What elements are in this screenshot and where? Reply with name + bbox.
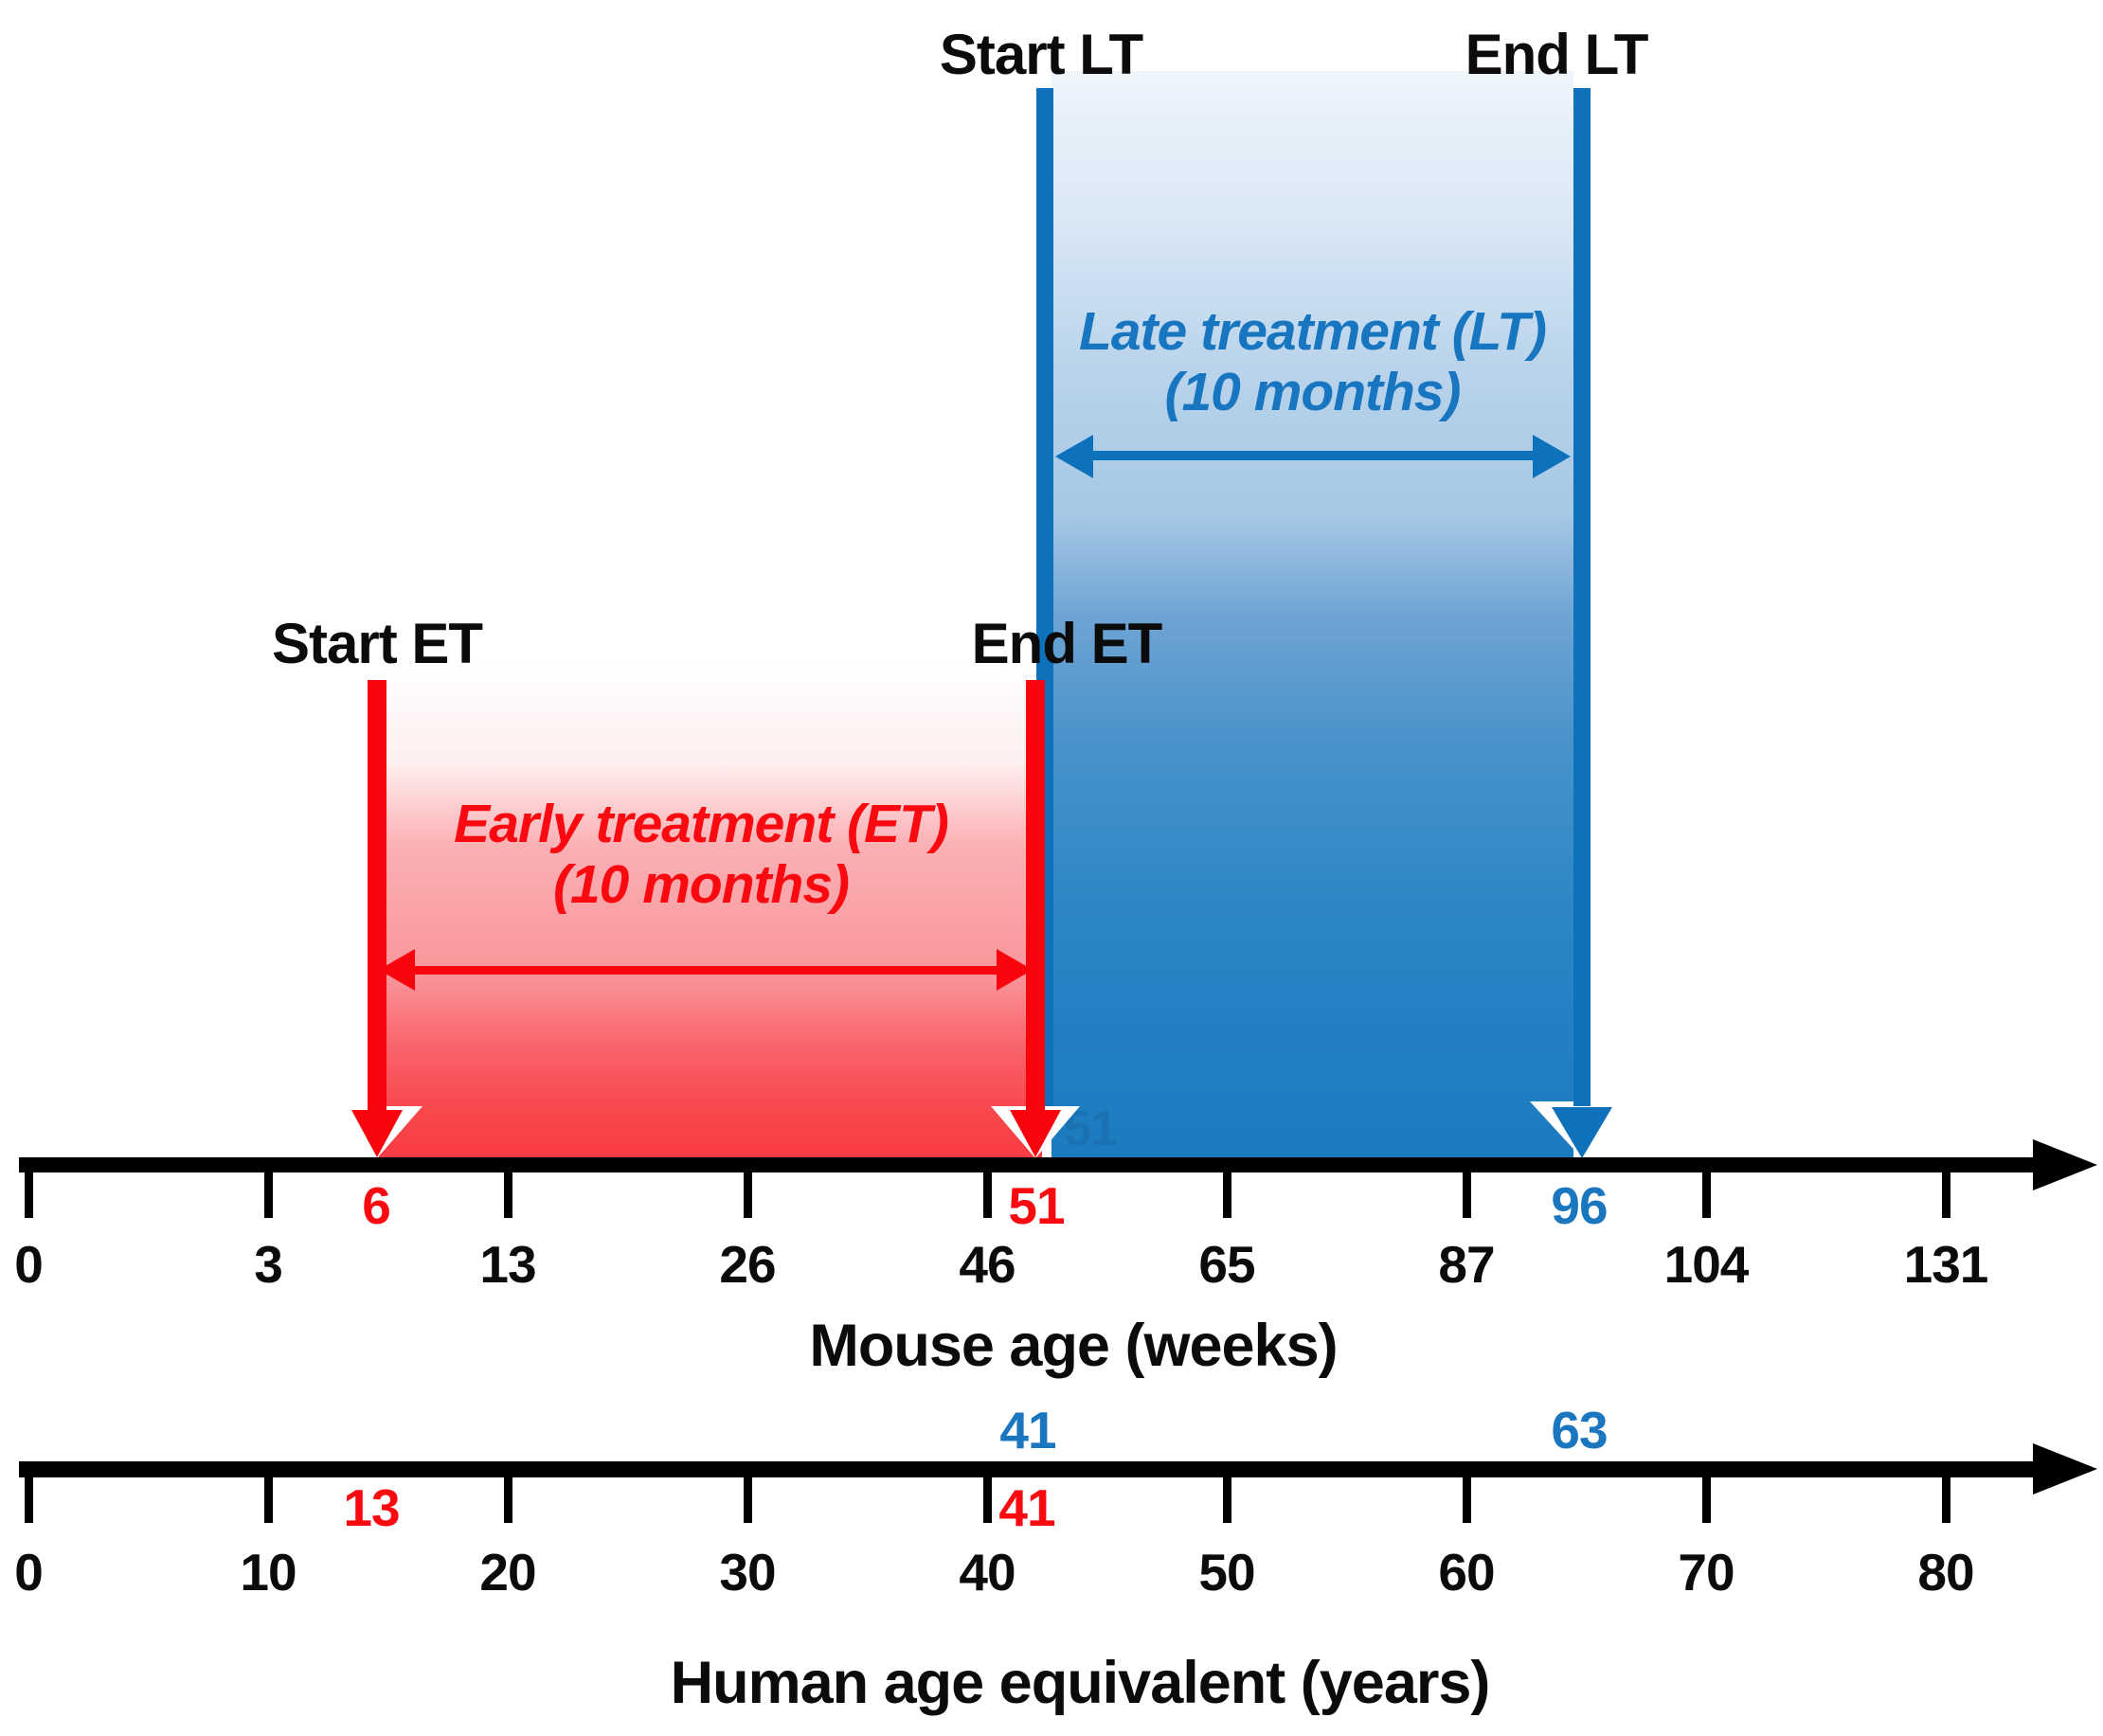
et-duration-arrow-left-icon	[379, 949, 415, 991]
human-axis-tick	[744, 1477, 752, 1523]
mouse-axis-tick	[1702, 1172, 1711, 1218]
human-axis-tick	[1223, 1477, 1231, 1523]
human-marker-start-lt: 41	[999, 1401, 1056, 1459]
end-lt-arrowhead-icon	[1552, 1107, 1612, 1158]
mouse-axis-tick	[25, 1172, 33, 1218]
human-tick-label: 70	[1678, 1543, 1735, 1602]
human-axis-tick	[25, 1477, 33, 1523]
mouse-tick-label: 65	[1198, 1235, 1255, 1294]
lt-duration-arrow-left-icon	[1055, 435, 1093, 478]
human-axis-tick	[1942, 1477, 1950, 1523]
et-region-caption: Early treatment (ET) (10 months)	[369, 794, 1033, 915]
start-et-arrowhead-icon	[351, 1110, 403, 1157]
et-duration-arrow	[388, 966, 1014, 975]
mouse-tick-label: 104	[1663, 1235, 1750, 1294]
mouse-axis-title: Mouse age (weeks)	[809, 1313, 1338, 1379]
human-axis-title: Human age equivalent (years)	[670, 1650, 1491, 1716]
mouse-axis-tick	[744, 1172, 752, 1218]
mouse-tick-label: 3	[254, 1235, 283, 1294]
mouse-marker-end-et: 51	[1008, 1176, 1065, 1235]
mouse-axis-arrowhead-icon	[2033, 1139, 2097, 1190]
human-tick-label: 80	[1917, 1543, 1974, 1602]
start-et-line	[368, 680, 386, 1118]
human-axis-tick	[983, 1477, 992, 1523]
mouse-axis-tick	[1942, 1172, 1950, 1218]
mouse-tick-label: 26	[719, 1235, 776, 1294]
human-marker-end-et: 41	[998, 1478, 1055, 1537]
end-et-arrowhead-icon	[1010, 1110, 1061, 1157]
human-axis-arrowhead-icon	[2033, 1443, 2097, 1494]
start-lt-label: Start LT	[939, 23, 1143, 86]
human-tick-label: 30	[719, 1543, 776, 1602]
mouse-axis-tick	[1223, 1172, 1231, 1218]
start-et-label: Start ET	[271, 612, 483, 675]
mouse-axis-tick	[983, 1172, 992, 1218]
end-lt-line	[1573, 88, 1591, 1106]
et-duration-arrow-right-icon	[997, 949, 1033, 991]
human-tick-label: 60	[1438, 1543, 1495, 1602]
et-caption-line1: Early treatment (ET)	[454, 794, 949, 854]
mouse-tick-label: 131	[1903, 1235, 1989, 1294]
human-axis-line	[19, 1461, 2033, 1477]
late-treatment-region	[1052, 71, 1573, 1157]
mouse-tick-label: 46	[959, 1235, 1016, 1294]
mouse-axis-tick	[264, 1172, 273, 1218]
human-marker-start-et: 13	[343, 1478, 400, 1537]
mouse-tick-label: 0	[14, 1235, 44, 1294]
lt-caption-line1: Late treatment (LT)	[1079, 301, 1547, 362]
et-caption-line2: (10 months)	[552, 854, 850, 915]
end-et-label: End ET	[971, 612, 1163, 675]
mouse-axis-line	[19, 1157, 2033, 1172]
human-tick-label: 50	[1198, 1543, 1255, 1602]
human-tick-label: 20	[479, 1543, 536, 1602]
human-axis-tick	[1463, 1477, 1471, 1523]
mouse-tick-label: 13	[479, 1235, 536, 1294]
human-axis-tick	[504, 1477, 512, 1523]
lt-duration-arrow	[1069, 451, 1557, 460]
early-treatment-region	[379, 663, 1042, 1157]
mouse-axis-tick	[504, 1172, 512, 1218]
end-et-line	[1026, 680, 1045, 1118]
lt-region-caption: Late treatment (LT) (10 months)	[1052, 301, 1573, 422]
human-tick-label: 0	[14, 1543, 44, 1602]
mouse-marker-end-lt: 96	[1551, 1176, 1608, 1235]
human-axis-tick	[264, 1477, 273, 1523]
end-lt-label: End LT	[1465, 23, 1649, 86]
mouse-marker-start-et: 6	[362, 1176, 391, 1235]
mouse-tick-label: 87	[1438, 1235, 1495, 1294]
mouse-axis-tick	[1463, 1172, 1471, 1218]
lt-caption-line2: (10 months)	[1164, 362, 1461, 422]
human-tick-label: 40	[959, 1543, 1016, 1602]
human-axis-tick	[1702, 1477, 1711, 1523]
lt-duration-arrow-right-icon	[1533, 435, 1571, 478]
human-tick-label: 10	[240, 1543, 297, 1602]
human-marker-end-lt: 63	[1551, 1401, 1608, 1459]
